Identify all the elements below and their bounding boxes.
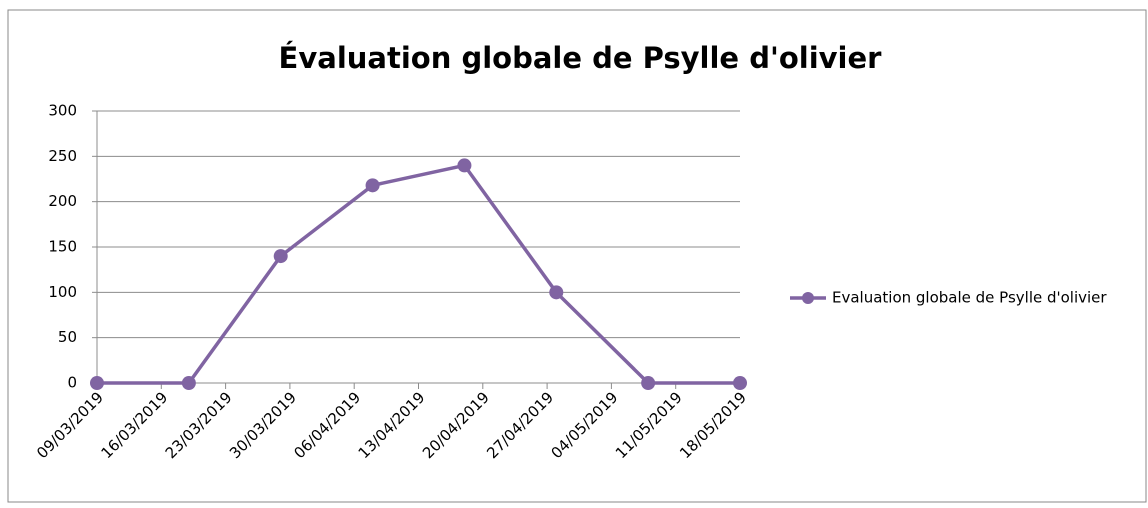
data-point (733, 376, 747, 390)
data-point (457, 158, 472, 173)
data-point (273, 249, 288, 264)
data-point (90, 376, 104, 390)
y-tick-label: 150 (48, 238, 77, 256)
y-tick-label: 250 (48, 147, 77, 165)
legend-label: Evaluation globale de Psylle d'olivier (832, 289, 1107, 307)
chart-title: Évaluation globale de Psylle d'olivier (279, 41, 883, 75)
data-point (641, 376, 656, 390)
y-tick-label: 200 (48, 192, 77, 210)
y-tick-label: 0 (67, 374, 77, 392)
data-line (97, 163, 740, 385)
data-point (181, 376, 196, 390)
y-tick-label: 50 (58, 328, 77, 346)
y-tick-label: 300 (48, 102, 77, 120)
chart-frame (7, 9, 1147, 503)
data-point (549, 285, 564, 300)
legend-marker (802, 292, 814, 304)
data-point (365, 178, 380, 193)
y-tick-label: 100 (48, 283, 77, 301)
